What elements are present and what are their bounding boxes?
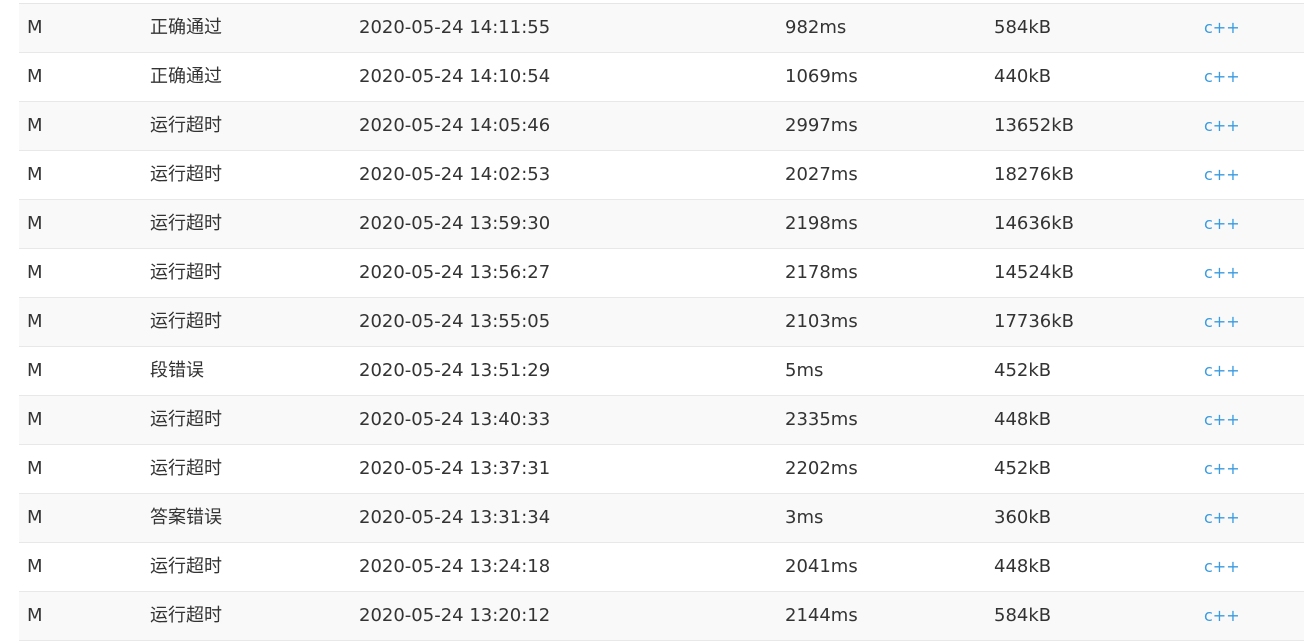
status-cell: 正确通过 [150,66,222,87]
submissions-table-body: M 正确通过 2020-05-24 14:11:55 982ms 584kB c++ M 正确… [19,4,1304,641]
submit-time-cell: 2020-05-24 13:51:29 [359,360,551,381]
problem-cell: M [27,409,43,430]
table-row: M 段错误 2020-05-24 13:51:29 5ms 452kB c++ [19,347,1304,396]
table-row: M 正确通过 2020-05-24 14:11:55 982ms 584kB c++ [19,4,1304,53]
language-link[interactable]: c++ [1204,165,1240,184]
memory-cell: 452kB [994,458,1052,479]
language-link[interactable]: c++ [1204,214,1240,233]
runtime-cell: 2202ms [785,458,858,479]
runtime-cell: 2103ms [785,311,858,332]
table-row: M 运行超时 2020-05-24 14:02:53 2027ms 18276kB c++ [19,151,1304,200]
problem-cell: M [27,507,43,528]
submit-time-cell: 2020-05-24 13:31:34 [359,507,551,528]
memory-cell: 14636kB [994,213,1075,234]
problem-cell: M [27,66,43,87]
submit-time-cell: 2020-05-24 14:11:55 [359,17,551,38]
language-link[interactable]: c++ [1204,18,1240,37]
problem-cell: M [27,262,43,283]
submit-time-cell: 2020-05-24 13:24:18 [359,556,551,577]
table-row: M 运行超时 2020-05-24 14:05:46 2997ms 13652kB c++ [19,102,1304,151]
table-row: M 运行超时 2020-05-24 13:55:05 2103ms 17736kB c++ [19,298,1304,347]
submit-time-cell: 2020-05-24 13:56:27 [359,262,551,283]
status-cell: 段错误 [150,360,204,381]
memory-cell: 448kB [994,556,1052,577]
submit-time-cell: 2020-05-24 14:10:54 [359,66,551,87]
memory-cell: 18276kB [994,164,1075,185]
language-link[interactable]: c++ [1204,410,1240,429]
problem-cell: M [27,605,43,626]
language-link[interactable]: c++ [1204,459,1240,478]
runtime-cell: 2997ms [785,115,858,136]
status-cell: 运行超时 [150,458,222,479]
problem-cell: M [27,213,43,234]
status-cell: 运行超时 [150,605,222,626]
status-cell: 运行超时 [150,311,222,332]
problem-cell: M [27,360,43,381]
table-row: M 答案错误 2020-05-24 13:31:34 3ms 360kB c++ [19,494,1304,543]
memory-cell: 452kB [994,360,1052,381]
problem-cell: M [27,115,43,136]
submit-time-cell: 2020-05-24 13:55:05 [359,311,551,332]
runtime-cell: 2178ms [785,262,858,283]
submit-time-cell: 2020-05-24 13:20:12 [359,605,551,626]
memory-cell: 440kB [994,66,1052,87]
status-cell: 正确通过 [150,17,222,38]
runtime-cell: 2027ms [785,164,858,185]
language-link[interactable]: c++ [1204,263,1240,282]
status-cell: 答案错误 [150,507,222,528]
language-link[interactable]: c++ [1204,606,1240,625]
table-row: M 运行超时 2020-05-24 13:20:12 2144ms 584kB c++ [19,592,1304,641]
table-row: M 运行超时 2020-05-24 13:59:30 2198ms 14636kB c++ [19,200,1304,249]
runtime-cell: 2144ms [785,605,858,626]
status-cell: 运行超时 [150,164,222,185]
language-link[interactable]: c++ [1204,557,1240,576]
submit-time-cell: 2020-05-24 14:02:53 [359,164,551,185]
problem-cell: M [27,17,43,38]
problem-cell: M [27,164,43,185]
memory-cell: 17736kB [994,311,1075,332]
memory-cell: 448kB [994,409,1052,430]
submit-time-cell: 2020-05-24 13:59:30 [359,213,551,234]
status-cell: 运行超时 [150,409,222,430]
language-link[interactable]: c++ [1204,508,1240,527]
status-cell: 运行超时 [150,115,222,136]
memory-cell: 14524kB [994,262,1075,283]
runtime-cell: 2335ms [785,409,858,430]
runtime-cell: 2041ms [785,556,858,577]
language-link[interactable]: c++ [1204,116,1240,135]
runtime-cell: 3ms [785,507,824,528]
runtime-cell: 982ms [785,17,847,38]
submissions-table: M 正确通过 2020-05-24 14:11:55 982ms 584kB c++ M 正确… [19,3,1304,641]
memory-cell: 13652kB [994,115,1075,136]
language-link[interactable]: c++ [1204,67,1240,86]
table-row: M 运行超时 2020-05-24 13:56:27 2178ms 14524kB c++ [19,249,1304,298]
language-link[interactable]: c++ [1204,361,1240,380]
table-row: M 正确通过 2020-05-24 14:10:54 1069ms 440kB c++ [19,53,1304,102]
submit-time-cell: 2020-05-24 14:05:46 [359,115,551,136]
memory-cell: 360kB [994,507,1052,528]
memory-cell: 584kB [994,605,1052,626]
status-cell: 运行超时 [150,262,222,283]
runtime-cell: 2198ms [785,213,858,234]
status-cell: 运行超时 [150,556,222,577]
submit-time-cell: 2020-05-24 13:40:33 [359,409,551,430]
language-link[interactable]: c++ [1204,312,1240,331]
submit-time-cell: 2020-05-24 13:37:31 [359,458,551,479]
table-row: M 运行超时 2020-05-24 13:24:18 2041ms 448kB c++ [19,543,1304,592]
problem-cell: M [27,458,43,479]
runtime-cell: 5ms [785,360,824,381]
table-row: M 运行超时 2020-05-24 13:40:33 2335ms 448kB c++ [19,396,1304,445]
problem-cell: M [27,556,43,577]
memory-cell: 584kB [994,17,1052,38]
runtime-cell: 1069ms [785,66,858,87]
table-row: M 运行超时 2020-05-24 13:37:31 2202ms 452kB c++ [19,445,1304,494]
problem-cell: M [27,311,43,332]
status-cell: 运行超时 [150,213,222,234]
